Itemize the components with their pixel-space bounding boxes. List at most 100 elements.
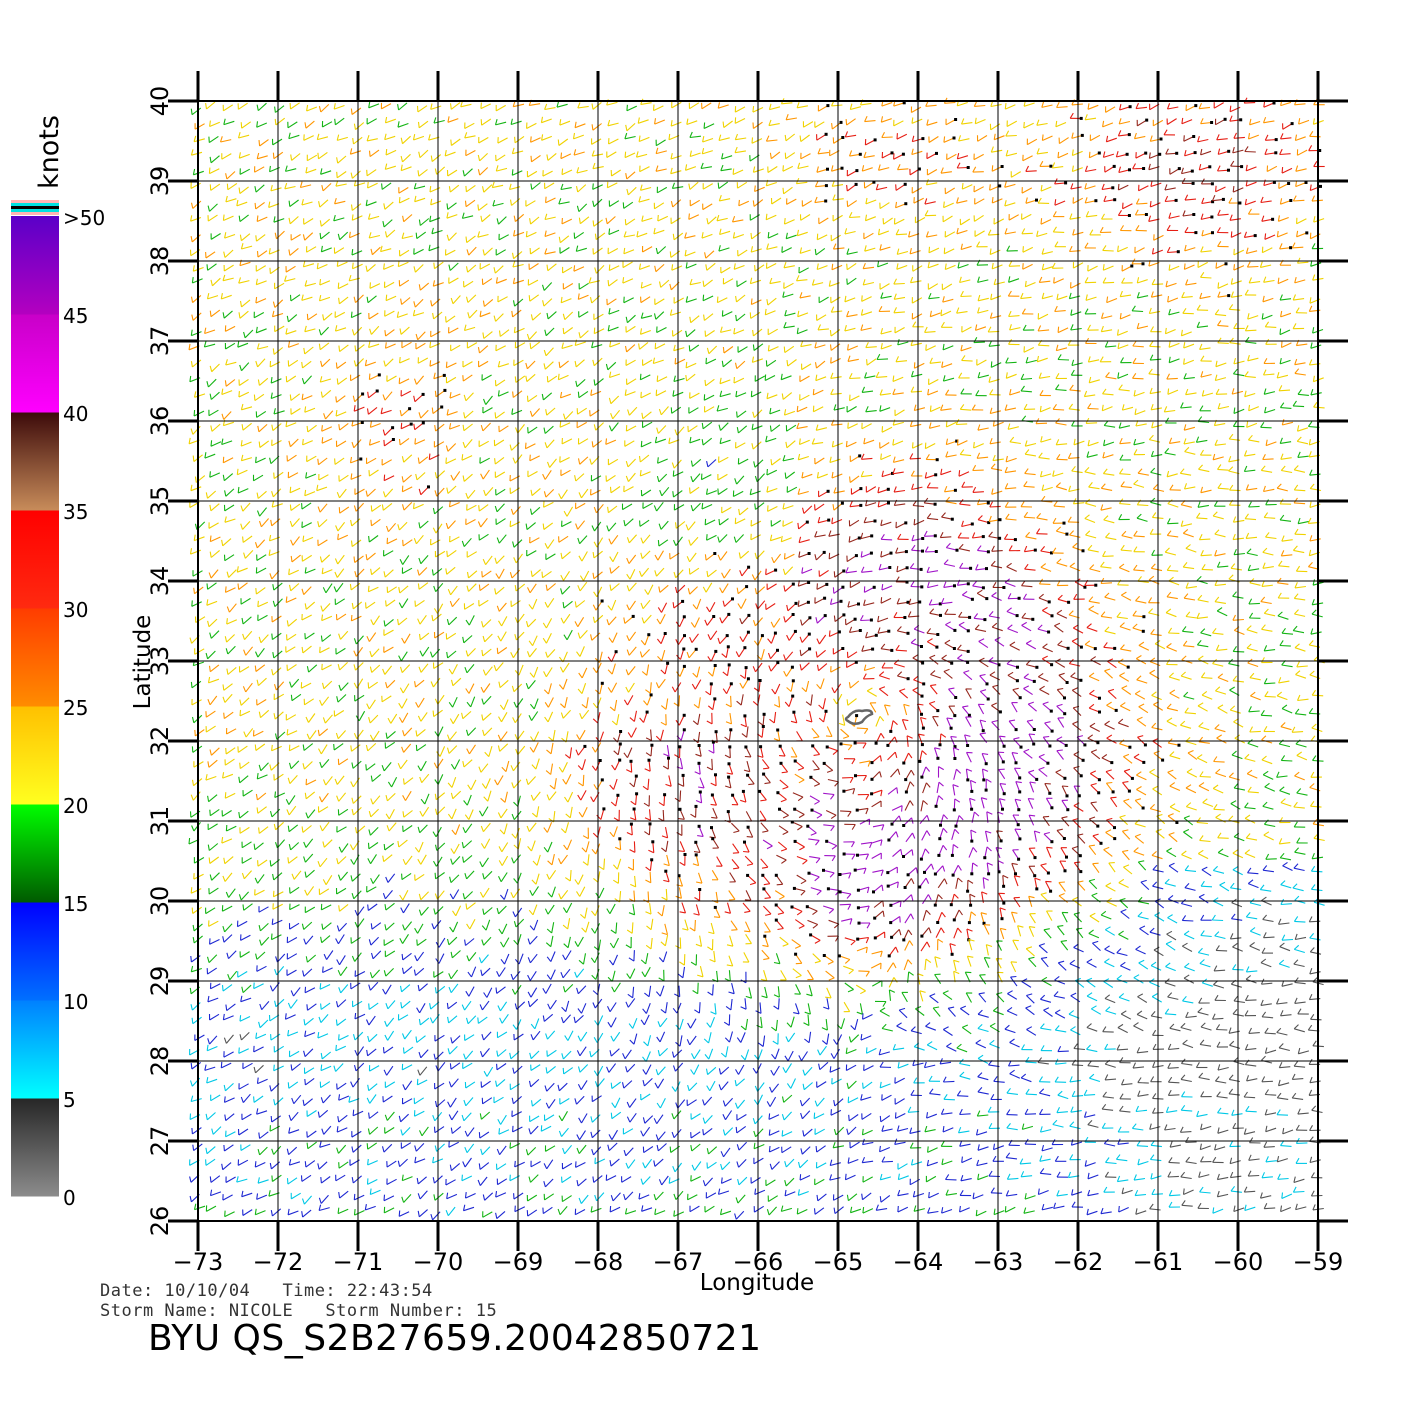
wind-barb	[306, 839, 313, 848]
wind-barb	[815, 504, 824, 510]
wind-barb	[724, 121, 733, 128]
wind-barb	[192, 700, 202, 705]
wind-barb	[756, 503, 765, 510]
wind-barb	[1185, 870, 1196, 871]
wind-barb	[629, 535, 636, 543]
wind-barb	[690, 439, 700, 443]
wind-barb	[335, 599, 344, 605]
wind-barb	[564, 328, 573, 334]
wind-barb	[1055, 1063, 1066, 1064]
wind-barb	[290, 217, 298, 224]
wind-barb	[546, 348, 553, 356]
wind-barb	[341, 967, 347, 976]
wind-barb	[1123, 867, 1132, 874]
wind-barb	[1153, 489, 1164, 492]
wind-barb	[645, 967, 650, 977]
wind-barb	[1023, 264, 1033, 269]
wind-barb	[587, 697, 589, 708]
wind-barb	[366, 202, 376, 206]
wind-barb	[262, 1001, 269, 1009]
wind-barb	[1167, 252, 1178, 253]
wind-barb	[336, 412, 346, 416]
wind-barb	[722, 312, 732, 317]
wind-barb	[496, 122, 507, 125]
wind-barb	[1311, 1196, 1322, 1197]
wind-barb	[308, 314, 317, 320]
wind-barb	[1088, 1175, 1098, 1179]
wind-barb	[793, 969, 802, 976]
wind-barb	[1136, 203, 1147, 204]
wind-barb	[863, 1209, 873, 1214]
wind-barb	[1011, 172, 1020, 178]
wind-barb	[911, 107, 921, 112]
wind-barb	[826, 971, 835, 978]
wind-barb	[686, 167, 696, 171]
wind-barb	[1138, 1083, 1149, 1084]
wind-barb	[627, 379, 636, 385]
wind-barb	[1136, 775, 1146, 780]
wind-barb	[584, 571, 589, 581]
wind-barb	[679, 695, 680, 706]
wind-barb	[436, 524, 442, 533]
wind-barb	[738, 347, 747, 353]
wind-barb	[1054, 996, 1065, 998]
wind-barb	[895, 1142, 906, 1144]
wind-barb	[1075, 981, 1084, 988]
wind-barb	[355, 1032, 363, 1040]
wind-barb	[960, 1208, 970, 1212]
wind-barb	[746, 922, 751, 932]
wind-barb	[1201, 151, 1211, 155]
wind-barb	[1026, 949, 1034, 956]
wind-barb	[592, 345, 603, 348]
wind-barb	[1055, 311, 1066, 312]
wind-barb	[338, 695, 346, 703]
wind-barb	[483, 408, 493, 413]
wind-barb	[788, 360, 797, 367]
wind-barb	[769, 1207, 777, 1215]
wind-barb	[515, 908, 521, 917]
wind-barb	[818, 1194, 827, 1201]
wind-barb	[641, 297, 650, 303]
wind-barb	[403, 1127, 411, 1135]
wind-barb	[515, 1162, 525, 1167]
wind-barb	[449, 1016, 457, 1023]
wind-barb	[1282, 940, 1293, 941]
wind-barb	[1103, 250, 1114, 251]
wind-barb	[547, 440, 554, 448]
wind-barb	[256, 1034, 266, 1038]
wind-barb	[246, 647, 253, 656]
wind-barb	[207, 601, 217, 605]
wind-barb	[369, 843, 378, 849]
wind-barb	[981, 798, 984, 809]
wind-barb	[927, 122, 938, 125]
wind-barb	[385, 202, 393, 209]
wind-barb	[225, 873, 232, 882]
wind-barb	[305, 1068, 314, 1074]
wind-barb	[992, 627, 1003, 631]
wind-barb	[708, 570, 717, 577]
wind-barb	[528, 280, 538, 285]
wind-barb	[680, 938, 681, 949]
wind-barb	[1310, 952, 1321, 954]
wind-barb	[609, 266, 619, 271]
wind-barb	[288, 619, 296, 626]
wind-barb	[1217, 1097, 1228, 1098]
wind-barb	[308, 810, 315, 819]
wind-barb	[369, 236, 380, 239]
wind-barb	[384, 940, 393, 946]
wind-barb	[1168, 1176, 1179, 1177]
wind-barb	[448, 651, 457, 658]
wind-barb	[319, 520, 327, 528]
wind-barb	[944, 1099, 955, 1100]
wind-barb	[1150, 392, 1161, 394]
wind-barb	[845, 232, 856, 235]
wind-barb	[1056, 487, 1067, 490]
colorbar-tick-label: 0	[63, 1186, 76, 1210]
wind-barb	[192, 1003, 200, 1011]
wind-barb	[368, 587, 378, 592]
wind-barb	[1245, 1207, 1256, 1210]
wind-barb	[405, 634, 411, 644]
wind-barb	[1022, 618, 1033, 620]
wind-barb	[305, 492, 315, 496]
wind-barb	[301, 683, 311, 688]
